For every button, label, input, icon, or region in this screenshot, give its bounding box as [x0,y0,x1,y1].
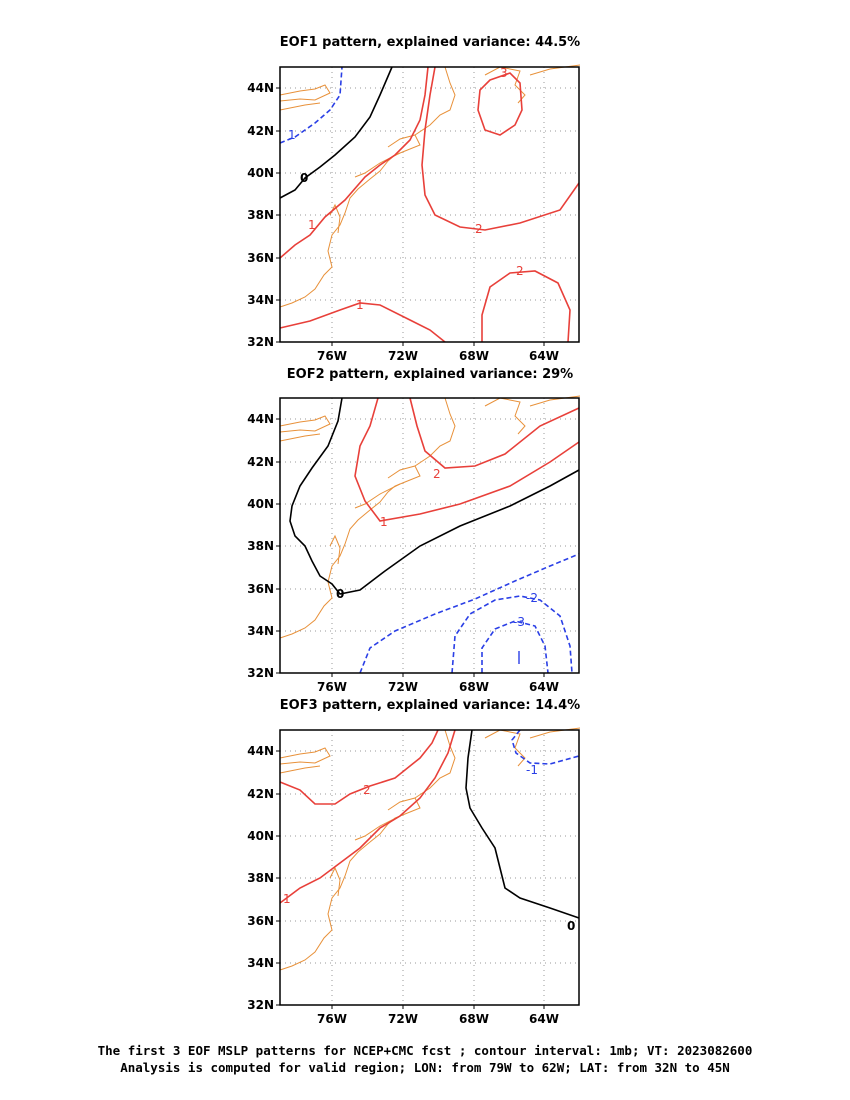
lat-tick-label: 42N [247,124,274,138]
contour-labels: 2 1 0 -2 -3 [336,467,538,629]
lon-tick-label: 68W [459,1012,489,1023]
contour-labels: 3 1 0 1 2 2 1 [288,66,524,312]
coastline [279,395,581,639]
lat-tick-label: 34N [247,624,274,638]
contour-labels: -1 2 1 0 [283,763,575,933]
contour-label: 3 [500,66,508,80]
lon-tick-label: 68W [459,349,489,360]
lat-tick-label: 32N [247,335,274,349]
lon-tick-label: 72W [388,680,418,691]
lat-tick-label: 40N [247,829,274,843]
lat-ticks [276,750,280,1006]
lat-tick-label: 36N [247,582,274,596]
lat-tick-label: 44N [247,744,274,758]
contour-label: 1 [308,218,316,232]
panel1-title: EOF1 pattern, explained variance: 44.5% [279,35,581,50]
contour-label: 0 [567,919,575,933]
lon-tick-label: 76W [317,349,347,360]
lat-tick-label: 44N [247,81,274,95]
lon-tick-label: 76W [317,680,347,691]
lat-tick-label: 34N [247,956,274,970]
contour-label: -1 [526,763,538,777]
lon-tick-label: 64W [529,680,559,691]
panel2-title: EOF2 pattern, explained variance: 29% [286,367,574,382]
contour-label: 1 [283,892,291,906]
contour-label: -2 [526,591,538,605]
contour-label: 0 [336,587,344,601]
eof1-map: 3 1 0 1 2 2 1 44N 42N 40N 38N 36N 34N 32… [247,64,581,360]
map-frame [279,397,580,674]
lat-tick-label: 40N [247,166,274,180]
lat-tick-label: 32N [247,666,274,680]
contours [279,66,580,343]
lat-tick-label: 44N [247,412,274,426]
contour-label: 2 [516,264,524,278]
contour-label: 1 [380,515,388,529]
lat-tick-label: 38N [247,539,274,553]
lon-ticks [331,1005,545,1009]
grid-lines [280,398,579,673]
panel3-title: EOF3 pattern, explained variance: 14.4% [279,698,581,713]
lat-tick-label: 38N [247,208,274,222]
lon-tick-label: 64W [529,349,559,360]
contours [279,729,580,919]
lon-tick-label: 76W [317,1012,347,1023]
contour-label: 1 [288,128,296,142]
lat-tick-label: 42N [247,455,274,469]
lon-ticks [331,673,545,677]
lat-ticks [276,418,280,674]
lon-ticks [331,342,545,346]
contour-label: 0 [300,171,308,185]
map-frame [279,729,580,1006]
map-frame [279,66,580,343]
lat-tick-label: 42N [247,787,274,801]
grid-lines [280,730,579,1005]
eof2-map: 2 1 0 -2 -3 44N 42N 40N 38N 36N 34N 32N … [247,395,581,691]
lat-ticks [276,87,280,343]
contour-label: -3 [513,615,525,629]
caption-line-2: Analysis is computed for valid region; L… [120,1060,730,1075]
contours [289,397,580,674]
lat-tick-label: 36N [247,251,274,265]
lon-tick-label: 68W [459,680,489,691]
lon-tick-label: 64W [529,1012,559,1023]
contour-label: 2 [433,467,441,481]
lat-tick-label: 38N [247,871,274,885]
grid-lines [280,67,579,342]
lat-tick-label: 32N [247,998,274,1012]
lon-tick-label: 72W [388,1012,418,1023]
lat-tick-label: 40N [247,497,274,511]
contour-label: 2 [363,783,371,797]
contour-label: 2 [475,222,483,236]
contour-label: 1 [356,298,364,312]
lon-tick-label: 72W [388,349,418,360]
caption-line-1: The first 3 EOF MSLP patterns for NCEP+C… [97,1043,753,1058]
lat-tick-label: 36N [247,914,274,928]
eof3-map: -1 2 1 0 44N 42N 40N 38N 36N 34N 32N 76W… [247,727,581,1023]
lat-tick-label: 34N [247,293,274,307]
